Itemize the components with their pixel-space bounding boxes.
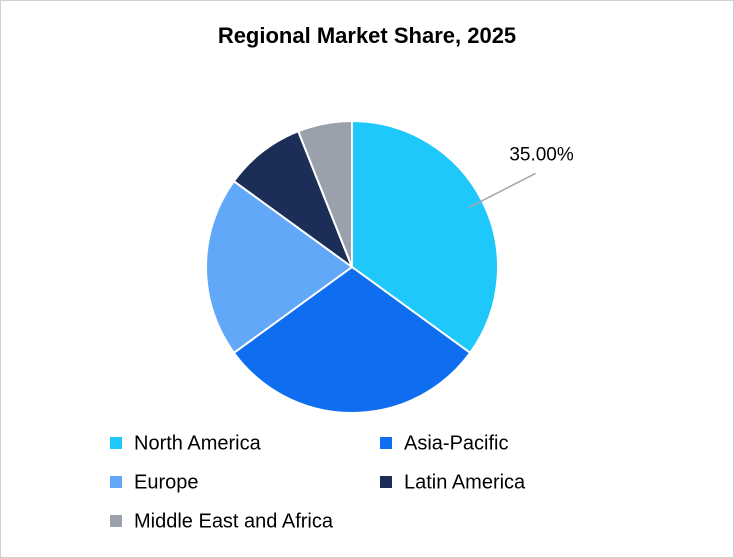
pie-slice xyxy=(205,179,354,355)
pie-slice xyxy=(296,119,353,268)
legend-label: Asia-Pacific xyxy=(404,432,508,454)
legend-swatch xyxy=(380,476,392,488)
legend-label: Europe xyxy=(134,471,199,493)
legend-swatch xyxy=(110,515,122,527)
legend-swatch xyxy=(110,476,122,488)
data-label: 35.00% xyxy=(509,144,574,165)
chart-title: Regional Market Share, 2025 xyxy=(218,23,516,48)
pie-slice xyxy=(232,265,472,414)
legend-label: North America xyxy=(134,432,262,454)
leader-line xyxy=(468,172,536,209)
legend-swatch xyxy=(380,437,392,449)
legend-label: Latin America xyxy=(404,471,526,493)
legend-swatch xyxy=(110,437,122,449)
legend-label: Middle East and Africa xyxy=(134,510,334,532)
pie-slice xyxy=(232,129,355,270)
